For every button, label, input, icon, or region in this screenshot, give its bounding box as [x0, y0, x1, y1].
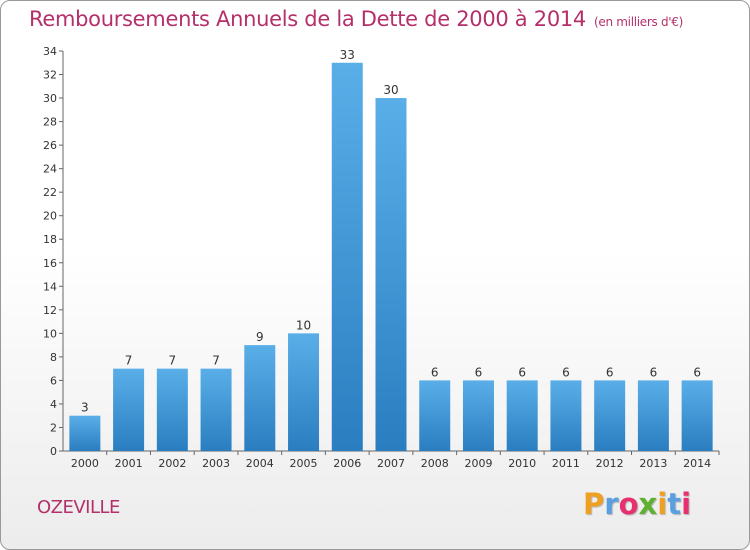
data-label-2002: 7 [169, 354, 177, 368]
x-tick-label-2000: 2000 [71, 457, 99, 470]
data-label-2003: 7 [212, 354, 220, 368]
y-tick-label: 16 [43, 257, 57, 270]
y-tick-label: 10 [43, 327, 57, 340]
bar-2014 [681, 380, 713, 451]
chart-title: Remboursements Annuels de la Dette de 20… [29, 7, 683, 31]
y-tick-label: 8 [50, 351, 57, 364]
y-tick-label: 6 [50, 374, 57, 387]
y-tick-label: 24 [43, 163, 57, 176]
logo-letter: r [604, 487, 619, 521]
logo-letter: P [583, 487, 605, 521]
x-tick-label-2013: 2013 [639, 457, 667, 470]
y-tick-label: 20 [43, 210, 57, 223]
bar-2004 [244, 345, 276, 451]
y-tick-label: 2 [50, 421, 57, 434]
bar-2008 [419, 380, 451, 451]
data-label-2008: 6 [431, 365, 439, 379]
chart-unit: (en milliers d'€) [594, 15, 684, 29]
y-tick-label: 18 [43, 233, 57, 246]
y-tick-label: 34 [43, 45, 57, 58]
x-tick-label-2011: 2011 [552, 457, 580, 470]
data-label-2000: 3 [81, 401, 89, 415]
data-label-2007: 30 [383, 83, 398, 97]
x-tick-label-2003: 2003 [202, 457, 230, 470]
data-label-2014: 6 [693, 365, 701, 379]
x-axis: 2000 2001 2002 2003 2004 2005 2006 2007 2008 2009… [63, 450, 720, 470]
city-name: OZEVILLE [37, 497, 120, 518]
y-tick-label: 26 [43, 139, 57, 152]
chart-title-text: Remboursements Annuels de la Dette de 20… [29, 7, 586, 31]
logo-letter: t [667, 487, 682, 521]
bar-2005 [288, 333, 320, 451]
bar-2003 [200, 368, 232, 451]
bar-2000 [69, 415, 101, 451]
x-tick-label-2009: 2009 [464, 457, 492, 470]
y-tick-label: 28 [43, 116, 57, 129]
logo-letter: o [618, 487, 639, 521]
data-label-2012: 6 [606, 365, 614, 379]
y-tick-label: 22 [43, 186, 57, 199]
data-label-2013: 6 [650, 365, 658, 379]
data-label-2010: 6 [518, 365, 526, 379]
bar-2011 [550, 380, 582, 451]
x-tick-label-2002: 2002 [158, 457, 186, 470]
bar-2012 [594, 380, 626, 451]
x-tick-label-2012: 2012 [596, 457, 624, 470]
logo-letter: x [638, 487, 658, 521]
x-tick-label-2006: 2006 [333, 457, 361, 470]
x-tick-label-2010: 2010 [508, 457, 536, 470]
x-tick-label-2001: 2001 [115, 457, 143, 470]
y-tick-label: 0 [50, 445, 57, 458]
y-tick-label: 14 [43, 280, 57, 293]
bars: 3 7 7 7 9 10 33 30 6 6 6 6 6 6 6 [69, 48, 713, 451]
x-tick-label-2007: 2007 [377, 457, 405, 470]
x-tick-label-2005: 2005 [290, 457, 318, 470]
data-label-2004: 9 [256, 330, 264, 344]
bar-2010 [506, 380, 538, 451]
data-label-2001: 7 [125, 354, 133, 368]
x-tick-label-2004: 2004 [246, 457, 274, 470]
x-tick-label-2008: 2008 [421, 457, 449, 470]
y-tick-label: 30 [43, 92, 57, 105]
bar-2007 [375, 98, 407, 451]
logo-letter: i [681, 487, 692, 521]
data-label-2011: 6 [562, 365, 570, 379]
data-label-2009: 6 [475, 365, 483, 379]
y-tick-label: 4 [50, 398, 57, 411]
bar-2001 [113, 368, 145, 451]
bar-2009 [462, 380, 494, 451]
bar-2013 [637, 380, 669, 451]
proxiti-logo[interactable]: Proxiti [583, 487, 691, 521]
x-tick-label-2014: 2014 [683, 457, 711, 470]
data-label-2005: 10 [296, 318, 311, 332]
logo-letter: i [657, 487, 668, 521]
data-label-2006: 33 [340, 48, 355, 62]
y-tick-label: 32 [43, 69, 57, 82]
bar-2002 [156, 368, 188, 451]
y-tick-label: 12 [43, 304, 57, 317]
bar-2006 [331, 62, 363, 451]
